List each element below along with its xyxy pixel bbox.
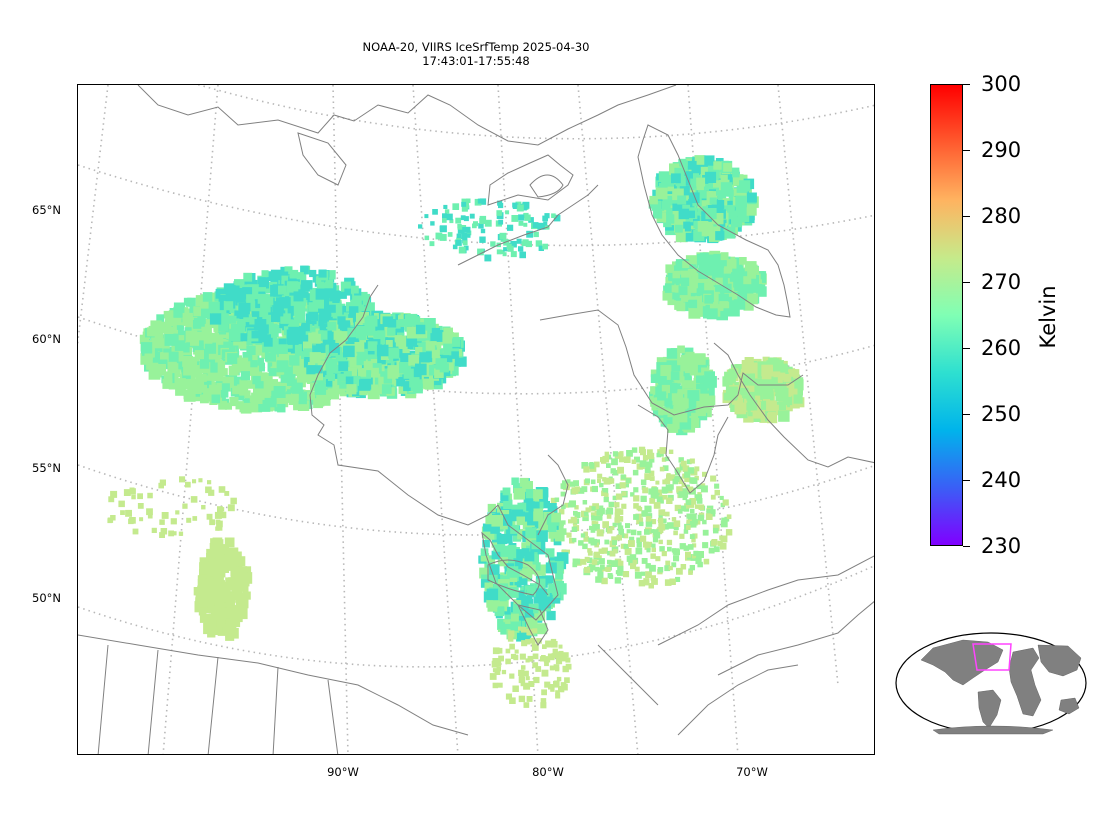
lake-michigan-huron xyxy=(517,604,549,646)
map-svg xyxy=(78,85,874,754)
lon-label-90w: 90°W xyxy=(327,765,359,779)
meridian-85 xyxy=(412,85,459,754)
swath-cluster xyxy=(550,446,733,589)
colorbar-tick-label: 230 xyxy=(981,534,1022,558)
parallel-65 xyxy=(78,164,874,247)
colorbar-tick-label: 300 xyxy=(981,72,1022,96)
meridian-70 xyxy=(687,85,739,754)
swath-cluster xyxy=(107,476,237,538)
antarctica xyxy=(932,725,1054,735)
south-america xyxy=(977,689,1002,729)
meridian-100 xyxy=(78,85,109,347)
colorbar-tick-label: 290 xyxy=(981,138,1022,162)
lat-label-65: 65°N xyxy=(32,203,61,217)
colorbar-tick-label: 250 xyxy=(981,402,1022,426)
colorbar xyxy=(930,84,963,546)
lake-superior xyxy=(487,559,540,596)
meridian-75 xyxy=(577,85,639,754)
inset-highlight-box xyxy=(972,643,1012,671)
lat-label-60: 60°N xyxy=(32,332,61,346)
colorbar-tick-mark xyxy=(963,216,970,218)
ungava-coast xyxy=(539,309,804,416)
swath-cluster xyxy=(193,537,253,641)
arctic-island-2 xyxy=(297,132,347,186)
lat-label-55: 55°N xyxy=(32,461,61,475)
asia xyxy=(1037,644,1082,677)
meridian-65 xyxy=(777,85,839,686)
swath-cluster xyxy=(489,626,572,709)
parallel-50 xyxy=(78,565,874,668)
us-canada-border xyxy=(78,634,469,736)
swath-cluster xyxy=(722,356,805,424)
title-line-2: 17:43:01-17:55:48 xyxy=(422,54,530,68)
parallel-70 xyxy=(196,85,874,140)
europe-africa xyxy=(1008,647,1042,717)
ne-coast xyxy=(677,664,799,736)
swath-data xyxy=(107,155,805,709)
parallel-55 xyxy=(78,464,874,536)
swath-cluster xyxy=(649,345,717,436)
hudson-bay-east-coast xyxy=(481,504,559,621)
colorbar-tick-mark xyxy=(963,84,970,86)
us-border-east xyxy=(597,644,659,706)
meridian-95 xyxy=(162,85,219,754)
north-america xyxy=(920,639,1004,686)
hudson-bay-west-coast xyxy=(309,284,499,526)
st-lawrence-coast xyxy=(713,342,874,468)
meridian-90 xyxy=(332,85,349,754)
colorbar-tick-mark xyxy=(963,546,970,548)
australia xyxy=(1058,697,1080,715)
inset-land xyxy=(920,639,1082,735)
colorbar-tick-mark xyxy=(963,282,970,284)
colorbar-tick-label: 240 xyxy=(981,468,1022,492)
gulf-coast xyxy=(657,555,874,646)
state-lines xyxy=(97,644,339,754)
map-panel[interactable] xyxy=(77,84,875,755)
coats-island xyxy=(529,174,564,198)
southampton-island xyxy=(487,154,574,206)
nova-scotia xyxy=(717,601,874,676)
colorbar-tick-mark xyxy=(963,480,970,482)
colorbar-tick-label: 270 xyxy=(981,270,1022,294)
swath-cluster xyxy=(662,250,767,321)
colorbar-tick-mark xyxy=(963,348,970,350)
colorbar-title: Kelvin xyxy=(1036,285,1060,349)
colorbar-tick-label: 280 xyxy=(981,204,1022,228)
swath-cluster xyxy=(648,155,759,244)
colorbar-tick-mark xyxy=(963,414,970,416)
inset-globe xyxy=(895,632,1087,735)
baffin-island xyxy=(637,124,791,318)
james-bay xyxy=(537,454,569,536)
labrador-coast xyxy=(637,404,729,494)
hudson-strait-north xyxy=(457,184,599,266)
title-line-1: NOAA-20, VIIRS IceSrfTemp 2025-04-30 xyxy=(362,40,590,54)
lon-label-80w: 80°W xyxy=(532,765,564,779)
map-title: NOAA-20, VIIRS IceSrfTemp 2025-04-30 17:… xyxy=(276,40,676,68)
coastlines xyxy=(78,85,874,754)
arctic-islands xyxy=(137,85,677,146)
colorbar-tick-mark xyxy=(963,150,970,152)
swath-cluster xyxy=(301,310,467,400)
meridian-80 xyxy=(497,85,539,754)
swath-cluster xyxy=(418,198,561,262)
lat-label-50: 50°N xyxy=(32,591,61,605)
colorbar-tick-label: 260 xyxy=(981,336,1022,360)
lon-label-70w: 70°W xyxy=(736,765,768,779)
